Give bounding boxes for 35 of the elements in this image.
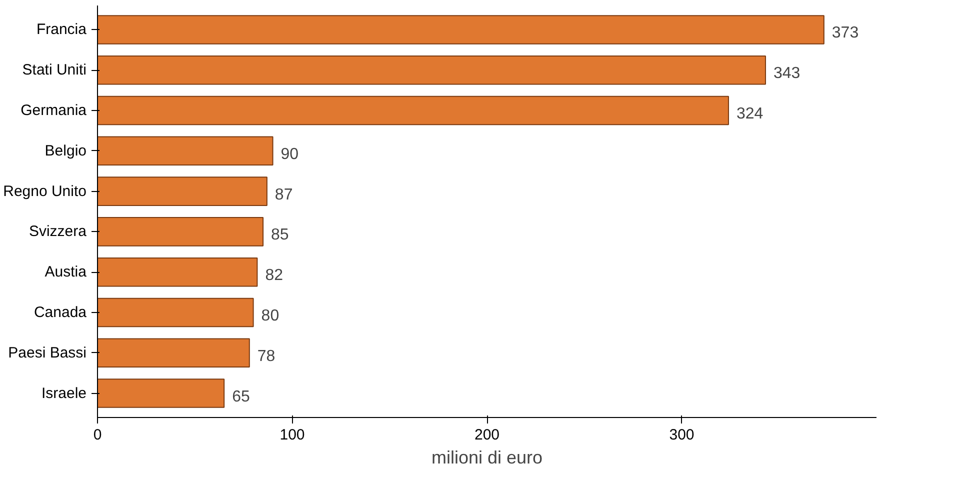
x-axis-title: milioni di euro [431,448,543,468]
y-tick-label: Canada [34,304,88,321]
data-label: 80 [261,307,280,324]
bar [98,176,268,206]
y-tick-label: Regno Unito [3,182,87,200]
data-label: 373 [832,24,859,42]
x-tick-label: 300 [669,426,694,444]
data-label: 78 [257,348,276,365]
data-label: 87 [274,186,293,204]
y-tick-label: Svizzera [28,223,88,240]
data-label: 90 [280,146,299,163]
bar [98,136,274,166]
y-tick-label: Austia [44,264,88,281]
x-tick-label: 100 [280,426,305,444]
data-label: 85 [271,226,289,244]
bar [98,378,225,408]
data-label: 324 [736,106,764,123]
y-tick-label: Germania [20,102,88,120]
y-tick-label: Stati Uniti [22,62,87,79]
y-tick-label: Francia [36,21,88,38]
x-tick-label: 200 [474,426,500,444]
bar [98,257,258,287]
data-label: 65 [232,388,250,406]
y-tick-label: Belgio [44,142,87,160]
x-tick-label: 0 [93,426,102,444]
y-tick-label: Paesi Bassi [8,344,87,362]
data-label: 343 [773,65,800,82]
bar [98,15,824,44]
bar [98,96,729,126]
bar [98,55,766,85]
data-label: 82 [265,267,284,284]
y-tick-label: Israele [41,384,87,402]
bar [98,298,254,328]
bar [98,217,264,246]
bar [98,338,250,368]
